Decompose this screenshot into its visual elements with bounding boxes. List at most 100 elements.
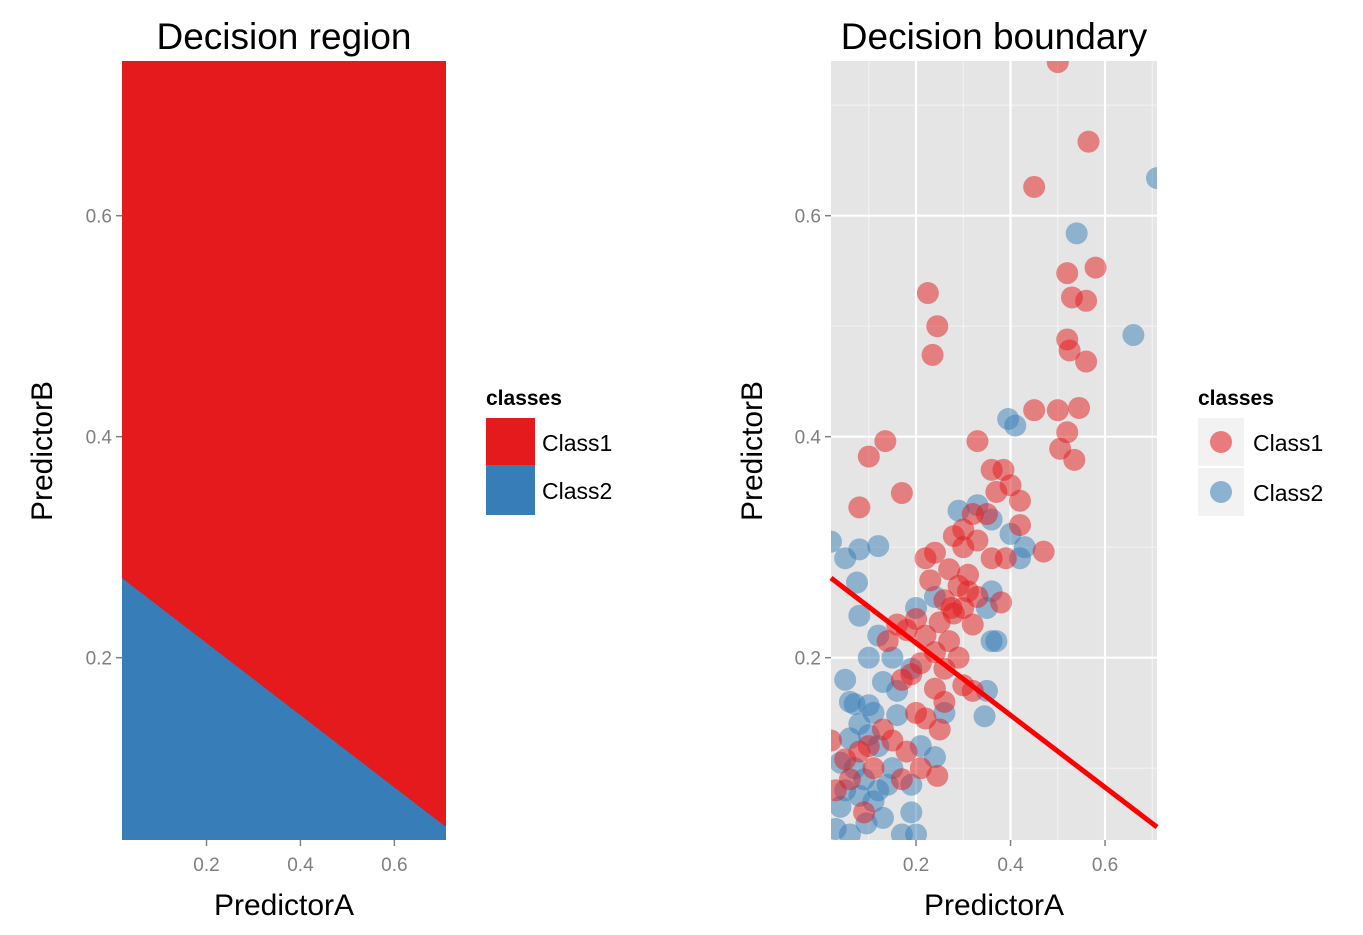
x-tick-label: 0.6: [1092, 855, 1118, 876]
point-class1: [940, 596, 963, 619]
y-tick-label: 0.4: [86, 428, 113, 449]
point-class2: [845, 571, 868, 594]
point-class1: [919, 569, 942, 592]
point-class1: [1063, 448, 1086, 471]
point-class2: [871, 806, 894, 829]
x-tick-label: 0.2: [903, 855, 929, 876]
point-class1: [1046, 399, 1069, 422]
point-class2: [886, 704, 909, 727]
point-class2: [862, 701, 885, 724]
point-class1: [1056, 262, 1079, 285]
point-class2: [973, 705, 996, 728]
y-axis-title: PredictorB: [26, 381, 59, 521]
point-class2: [831, 795, 852, 818]
point-class1: [1056, 421, 1079, 444]
x-axis-title: PredictorA: [924, 889, 1064, 922]
point-class1: [890, 482, 913, 505]
point-class1: [1046, 61, 1069, 74]
point-class1: [1023, 399, 1046, 422]
point-class1: [990, 591, 1013, 614]
point-class1: [895, 619, 918, 642]
point-class2: [881, 646, 904, 669]
point-class1: [914, 547, 937, 570]
legend-title: classes: [486, 387, 562, 410]
legend-swatch-class1: [486, 418, 535, 465]
chart-title: Decision boundary: [841, 16, 1148, 57]
legend: classes Class1 Class2: [486, 387, 612, 515]
y-axis: 0.2 0.4 0.6: [795, 207, 831, 670]
point-class1: [1058, 339, 1081, 362]
point-class2: [1122, 324, 1145, 347]
point-class1: [952, 536, 975, 559]
point-class2: [890, 823, 913, 840]
point-class2: [1065, 222, 1088, 245]
point-class1: [1008, 514, 1031, 537]
chart-title: Decision region: [156, 16, 411, 57]
y-axis-title: PredictorB: [736, 381, 769, 521]
class2-region: [122, 578, 446, 840]
point-class2: [1146, 167, 1157, 190]
point-class2: [867, 535, 890, 558]
point-class1: [909, 757, 932, 780]
y-tick-label: 0.6: [795, 207, 821, 228]
point-class1: [1023, 175, 1046, 198]
point-class1: [1075, 350, 1098, 373]
point-class1: [966, 430, 989, 453]
point-class1: [980, 458, 1003, 481]
point-class1: [1008, 489, 1031, 512]
point-class1: [961, 679, 984, 702]
legend-label-class2: Class2: [1253, 480, 1323, 506]
decision-region-chart: Decision region 0.2 0.4 0.6 0.2 0.4 0.6 Pred…: [26, 16, 612, 922]
point-class1: [914, 707, 937, 730]
point-class1: [874, 430, 897, 453]
legend: classes Class1 Class2: [1198, 387, 1323, 516]
point-class1: [994, 547, 1017, 570]
x-axis: 0.2 0.4 0.6: [193, 840, 408, 876]
point-class2: [857, 646, 880, 669]
point-class1: [890, 768, 913, 791]
legend-title: classes: [1198, 387, 1274, 410]
legend-label-class1: Class1: [1253, 430, 1323, 456]
point-class1: [853, 801, 876, 824]
point-class1: [857, 445, 880, 468]
point-class2: [834, 668, 857, 691]
decision-boundary-chart: Decision boundary 0.2 0.4 0.6 0.2 0.4 0.6 Pr…: [736, 16, 1323, 922]
x-axis: 0.2 0.4 0.6: [903, 840, 1118, 876]
y-tick-label: 0.4: [795, 428, 822, 449]
point-class1: [876, 630, 899, 653]
point-class2: [838, 823, 861, 840]
legend-label-class2: Class2: [542, 478, 612, 504]
legend-label-class1: Class1: [542, 430, 612, 456]
point-class1: [1068, 396, 1091, 419]
point-class2: [848, 604, 871, 627]
x-tick-label: 0.4: [997, 855, 1024, 876]
y-tick-label: 0.2: [86, 649, 112, 670]
point-class1: [834, 748, 857, 771]
point-class1: [933, 690, 956, 713]
point-class2: [834, 547, 857, 570]
y-axis: 0.2 0.4 0.6: [86, 207, 122, 670]
point-class2: [831, 530, 842, 553]
point-class1: [848, 496, 871, 519]
point-class1: [938, 558, 961, 581]
x-tick-label: 0.4: [287, 855, 314, 876]
legend-swatch-class2: [486, 465, 535, 515]
legend-marker-class2: [1210, 481, 1232, 503]
point-class2: [1004, 414, 1027, 437]
point-class1: [926, 315, 949, 338]
point-class1: [916, 282, 939, 305]
point-class2: [985, 630, 1008, 653]
y-tick-label: 0.2: [795, 649, 821, 670]
point-class2: [900, 801, 923, 824]
point-class1: [890, 668, 913, 691]
point-class1: [926, 764, 949, 787]
point-class1: [1032, 540, 1055, 563]
y-tick-label: 0.6: [86, 207, 112, 228]
point-class1: [857, 735, 880, 758]
x-tick-label: 0.6: [381, 855, 407, 876]
decision-boundary-line: [829, 576, 1159, 830]
point-class1: [862, 757, 885, 780]
point-class1: [914, 624, 937, 647]
point-class1: [961, 613, 984, 636]
